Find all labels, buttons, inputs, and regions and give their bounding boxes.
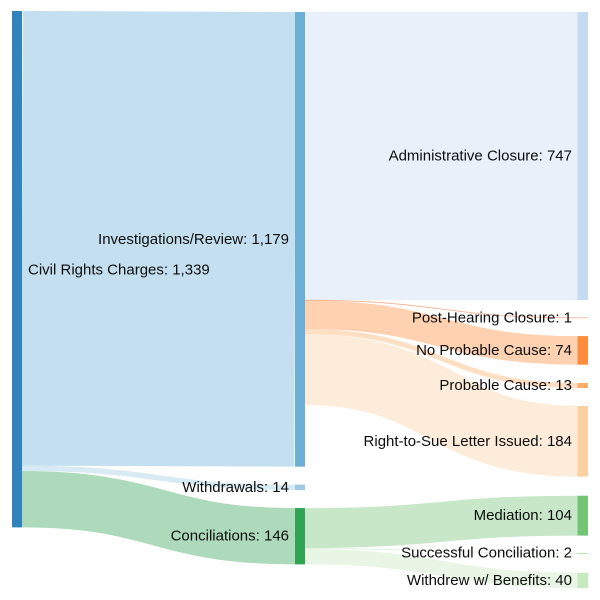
svg-text:Post-Hearing Closure: 1: Post-Hearing Closure: 1 <box>412 310 572 327</box>
svg-text:Administrative Closure: 747: Administrative Closure: 747 <box>389 148 572 165</box>
svg-text:Withdrew w/ Benefits: 40: Withdrew w/ Benefits: 40 <box>407 572 572 589</box>
svg-text:Right-to-Sue Letter Issued: 18: Right-to-Sue Letter Issued: 184 <box>364 433 572 450</box>
svg-text:Conciliations: 146: Conciliations: 146 <box>171 528 289 545</box>
svg-text:Withdrawals: 14: Withdrawals: 14 <box>182 479 289 496</box>
svg-text:Investigations/Review: 1,179: Investigations/Review: 1,179 <box>98 231 289 248</box>
svg-text:No Probable Cause: 74: No Probable Cause: 74 <box>416 342 572 359</box>
svg-text:Mediation: 104: Mediation: 104 <box>474 507 572 524</box>
svg-text:Civil Rights Charges: 1,339: Civil Rights Charges: 1,339 <box>28 262 210 279</box>
svg-text:Probable Cause: 13: Probable Cause: 13 <box>439 377 572 394</box>
svg-text:Successful Conciliation: 2: Successful Conciliation: 2 <box>401 545 572 562</box>
